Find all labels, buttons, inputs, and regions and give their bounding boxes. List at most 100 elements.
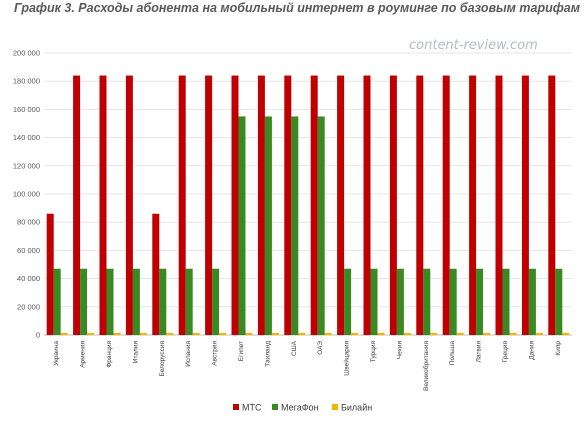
bar — [152, 213, 160, 335]
bar — [271, 332, 279, 335]
bar — [113, 332, 121, 335]
watermark: content-review.com — [409, 38, 538, 53]
bar — [317, 116, 325, 335]
bar — [449, 268, 457, 335]
x-tick-label: Чехия — [396, 341, 403, 360]
bar — [502, 268, 510, 335]
bar — [363, 75, 371, 335]
y-tick-label: 200 000 — [13, 49, 40, 58]
bar — [555, 268, 563, 335]
bar — [291, 116, 299, 335]
x-tick-label: Таиланд — [264, 341, 271, 367]
bar — [535, 332, 543, 335]
bar — [562, 332, 570, 335]
x-tick-label: Украина — [53, 341, 60, 366]
bar — [476, 268, 484, 335]
y-tick-label: 100 000 — [13, 190, 40, 199]
bar — [377, 332, 385, 335]
bar — [185, 268, 193, 335]
legend-swatch — [233, 404, 239, 410]
bar — [73, 75, 81, 335]
bar — [456, 332, 464, 335]
y-tick-label: 20 000 — [17, 302, 40, 311]
bar — [46, 213, 54, 335]
bar — [99, 75, 107, 335]
bar — [324, 332, 332, 335]
x-tick-label: США — [291, 340, 298, 356]
bar — [423, 268, 431, 335]
bar — [219, 332, 227, 335]
bar — [212, 268, 220, 335]
bar — [264, 116, 272, 335]
bar — [430, 332, 438, 335]
bar — [310, 75, 318, 335]
bar — [139, 332, 147, 335]
x-tick-label: Турция — [370, 341, 377, 363]
x-tick-label: Дания — [528, 341, 535, 360]
y-tick-label: 120 000 — [13, 161, 40, 170]
x-tick-label: Швейцария — [343, 341, 351, 376]
bar — [351, 332, 359, 335]
bar — [483, 332, 491, 335]
bar — [521, 75, 529, 335]
bar — [344, 268, 352, 335]
legend-swatch — [272, 404, 278, 410]
y-tick-label: 0 — [36, 331, 40, 340]
bar — [389, 75, 397, 335]
bar — [298, 332, 306, 335]
bar — [125, 75, 133, 335]
bar — [178, 75, 186, 335]
bar — [509, 332, 517, 335]
x-tick-label: Италия — [132, 341, 139, 364]
bar — [469, 75, 477, 335]
y-tick-label: 140 000 — [13, 133, 40, 142]
y-tick-label: 160 000 — [13, 105, 40, 114]
bar — [80, 268, 88, 335]
bar — [548, 75, 556, 335]
bar — [60, 332, 68, 335]
legend-label: МТС — [242, 403, 262, 413]
bar — [284, 75, 292, 335]
x-tick-label: Франция — [106, 341, 113, 368]
chart-title: График 3. Расходы абонента на мобильный … — [13, 1, 580, 15]
bar — [337, 75, 345, 335]
x-tick-label: Армения — [80, 341, 87, 368]
x-tick-label: ОАЭ — [317, 341, 324, 355]
bar — [257, 75, 265, 335]
bar — [159, 268, 167, 335]
legend-swatch — [332, 404, 338, 410]
x-tick-label: Польша — [449, 341, 456, 366]
bar — [370, 268, 378, 335]
bar — [403, 332, 411, 335]
bar — [416, 75, 424, 335]
bar — [442, 75, 450, 335]
x-tick-label: Греция — [502, 341, 509, 363]
y-tick-label: 40 000 — [17, 274, 40, 283]
bar — [238, 116, 246, 335]
x-tick-label: Белоруссия — [159, 341, 166, 377]
x-tick-label: Великобритания — [422, 341, 430, 391]
bar — [528, 268, 536, 335]
bar — [192, 332, 200, 335]
bar — [245, 332, 253, 335]
x-tick-label: Египет — [238, 341, 245, 361]
y-tick-label: 80 000 — [17, 218, 40, 227]
x-tick-label: Латвия — [476, 341, 483, 363]
bar — [231, 75, 239, 335]
bar — [87, 332, 95, 335]
bar — [205, 75, 213, 335]
y-tick-label: 180 000 — [13, 77, 40, 86]
x-tick-label: Кипр — [555, 341, 562, 356]
bar — [495, 75, 503, 335]
bar — [166, 332, 174, 335]
bar — [106, 268, 114, 335]
x-tick-label: Испания — [185, 341, 192, 367]
x-tick-label: Австрия — [212, 341, 219, 366]
legend-label: МегаФон — [281, 403, 319, 413]
bar — [396, 268, 404, 335]
bar — [132, 268, 140, 335]
y-tick-label: 60 000 — [17, 246, 40, 255]
bar — [53, 268, 61, 335]
